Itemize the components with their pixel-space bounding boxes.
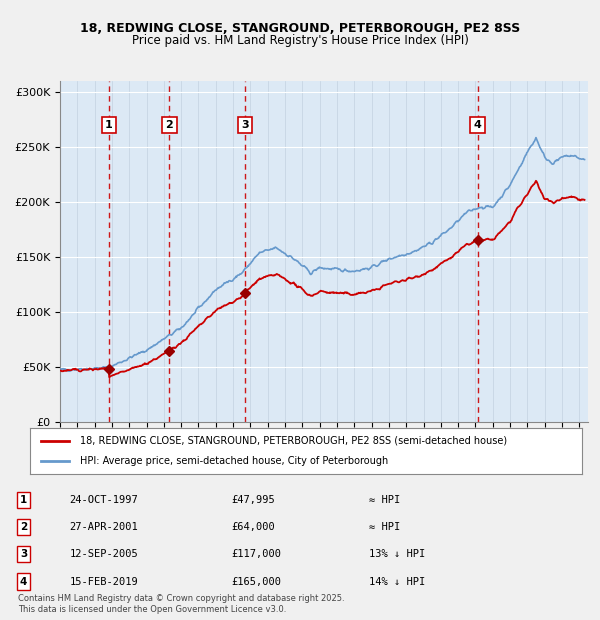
Text: 18, REDWING CLOSE, STANGROUND, PETERBOROUGH, PE2 8SS (semi-detached house): 18, REDWING CLOSE, STANGROUND, PETERBORO… [80,436,507,446]
Text: 4: 4 [473,120,481,130]
Text: ≈ HPI: ≈ HPI [369,495,400,505]
Text: 2: 2 [20,522,27,532]
Text: 1: 1 [20,495,27,505]
Text: 14% ↓ HPI: 14% ↓ HPI [369,577,425,587]
Text: ≈ HPI: ≈ HPI [369,522,400,532]
Text: HPI: Average price, semi-detached house, City of Peterborough: HPI: Average price, semi-detached house,… [80,456,388,466]
Text: 15-FEB-2019: 15-FEB-2019 [70,577,139,587]
Text: Price paid vs. HM Land Registry's House Price Index (HPI): Price paid vs. HM Land Registry's House … [131,34,469,47]
Text: 1: 1 [105,120,113,130]
Text: £64,000: £64,000 [231,522,275,532]
Text: 13% ↓ HPI: 13% ↓ HPI [369,549,425,559]
Text: 18, REDWING CLOSE, STANGROUND, PETERBOROUGH, PE2 8SS: 18, REDWING CLOSE, STANGROUND, PETERBORO… [80,22,520,35]
Text: 4: 4 [20,577,27,587]
Text: 2: 2 [166,120,173,130]
Text: £117,000: £117,000 [231,549,281,559]
Text: 3: 3 [242,120,249,130]
Text: Contains HM Land Registry data © Crown copyright and database right 2025.
This d: Contains HM Land Registry data © Crown c… [18,595,344,614]
Text: 12-SEP-2005: 12-SEP-2005 [70,549,139,559]
Text: 24-OCT-1997: 24-OCT-1997 [70,495,139,505]
Text: £165,000: £165,000 [231,577,281,587]
Text: 27-APR-2001: 27-APR-2001 [70,522,139,532]
Text: 3: 3 [20,549,27,559]
Text: £47,995: £47,995 [231,495,275,505]
